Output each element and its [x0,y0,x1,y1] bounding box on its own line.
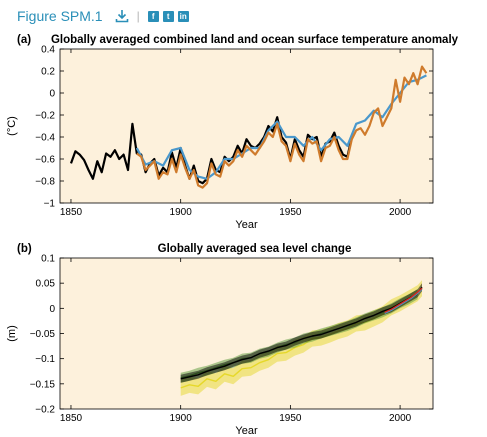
y-tick-label: 0.2 [41,67,55,78]
share-icons: f t in [147,10,189,22]
y-tick-label: 0.1 [41,254,55,265]
y-tick-label: −1 [44,199,56,210]
figure-header: Figure SPM.1 | f t in [17,5,189,27]
series-line [135,74,427,180]
y-tick-label: −0.2 [35,405,55,416]
series-line [384,287,423,314]
y-axis-label: (°C) [6,116,18,136]
x-tick-label: 2000 [389,413,412,424]
y-tick-label: −0.1 [35,354,55,365]
y-tick-label: −0.15 [30,379,56,390]
facebook-icon[interactable]: f [147,10,159,22]
y-tick-label: 0 [49,89,55,100]
x-axis-label: Year [235,425,258,437]
x-tick-label: 1850 [60,413,83,424]
x-tick-label: 1950 [279,207,302,218]
series-line [384,288,423,315]
y-tick-label: 0.05 [36,279,56,290]
x-tick-label: 1900 [170,207,193,218]
y-tick-label: 0 [49,304,55,315]
download-icon[interactable] [115,9,129,23]
y-tick-label: −0.4 [35,133,55,144]
twitter-icon[interactable]: t [162,10,174,22]
x-tick-label: 1900 [170,413,193,424]
x-tick-label: 2000 [389,207,412,218]
separator: | [136,9,140,23]
plot-area [59,257,434,410]
series-band [180,283,422,383]
x-tick-label: 1950 [279,413,302,424]
chart-sea-level: (b) Globally averaged sea level change −0.… [6,243,434,437]
plot-area [59,48,434,204]
y-tick-label: −0.8 [35,177,55,188]
chart-title: Globally averaged combined land and ocea… [51,34,459,46]
panel-label: (a) [17,34,31,46]
y-tick-label: −0.6 [35,155,55,166]
chart-title: Globally averaged sea level change [158,243,352,255]
series-line [180,286,423,380]
y-tick-label: −0.2 [35,111,55,122]
chart-temperature-anomaly: (a) Globally averaged combined land and o… [6,34,459,231]
linkedin-icon[interactable]: in [177,10,189,22]
figure-title[interactable]: Figure SPM.1 [17,8,103,24]
y-tick-label: −0.05 [30,329,56,340]
x-tick-label: 1850 [60,207,83,218]
y-axis-label: (m) [6,325,18,342]
y-tick-label: 0.4 [41,45,55,56]
series-line [136,65,428,189]
panel-label: (b) [17,243,32,255]
x-axis-label: Year [235,219,258,231]
